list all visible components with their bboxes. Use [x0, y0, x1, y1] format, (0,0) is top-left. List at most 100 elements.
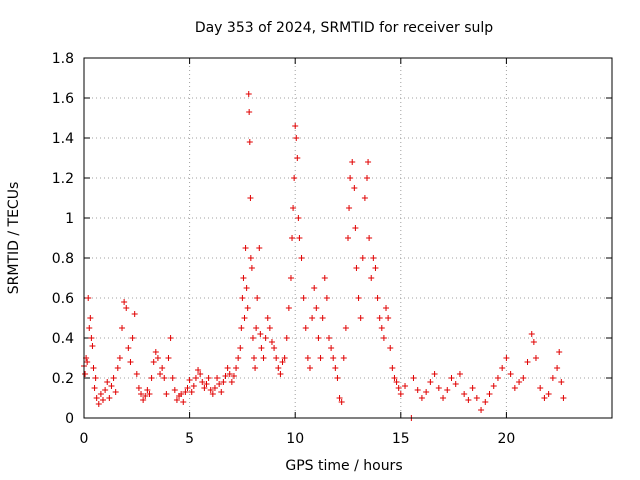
data-point	[84, 359, 91, 365]
data-point	[211, 385, 218, 391]
data-point	[359, 255, 366, 261]
y-tick-label: 0.4	[52, 331, 74, 347]
data-point	[266, 325, 273, 331]
y-tick-label: 1.4	[52, 131, 74, 147]
data-point	[494, 375, 501, 381]
x-tick-labels: 0 5 10 15 20	[80, 431, 516, 447]
y-tick-label: 0.2	[52, 371, 74, 387]
data-point	[391, 375, 398, 381]
data-point	[238, 325, 245, 331]
data-point	[302, 325, 309, 331]
data-point	[332, 365, 339, 371]
data-point	[275, 365, 282, 371]
data-point	[558, 379, 565, 385]
data-point	[395, 385, 402, 391]
data-point	[258, 345, 265, 351]
data-point	[346, 205, 353, 211]
data-point	[309, 315, 316, 321]
y-tick-label: 1	[65, 211, 74, 227]
data-point	[239, 295, 246, 301]
data-point	[167, 335, 174, 341]
data-point	[285, 305, 292, 311]
data-point	[152, 349, 159, 355]
data-point	[289, 235, 296, 241]
data-point	[241, 315, 248, 321]
data-point	[252, 365, 259, 371]
data-point	[528, 331, 535, 337]
data-point	[279, 359, 286, 365]
data-point	[397, 391, 404, 397]
data-point	[340, 355, 347, 361]
data-point	[478, 407, 485, 413]
data-point	[342, 325, 349, 331]
data-point	[254, 295, 261, 301]
data-point	[351, 185, 358, 191]
y-tick-label: 1.2	[52, 171, 74, 187]
data-point	[150, 359, 157, 365]
data-point	[85, 295, 92, 301]
data-point	[216, 381, 223, 387]
data-point	[345, 235, 351, 241]
data-point	[173, 397, 180, 403]
data-point	[364, 175, 371, 181]
data-point	[203, 381, 210, 387]
data-point	[389, 365, 396, 371]
data-point	[507, 371, 514, 377]
data-point	[140, 397, 147, 403]
data-point	[92, 375, 99, 381]
data-point	[178, 391, 185, 397]
data-point	[251, 355, 258, 361]
data-point	[97, 391, 104, 397]
data-point	[82, 371, 89, 377]
data-point	[114, 365, 121, 371]
data-point	[242, 245, 249, 251]
data-point	[524, 359, 531, 365]
data-point	[112, 389, 119, 395]
data-point	[154, 355, 161, 361]
data-point	[554, 365, 561, 371]
data-point	[135, 385, 142, 391]
data-point	[537, 385, 544, 391]
data-point	[207, 387, 214, 393]
data-point	[165, 355, 172, 361]
data-point	[110, 375, 117, 381]
data-point	[465, 397, 472, 403]
data-point	[296, 235, 303, 241]
data-point	[499, 365, 506, 371]
data-point	[290, 205, 297, 211]
data-point	[233, 365, 240, 371]
data-point	[121, 299, 128, 305]
data-point	[125, 345, 132, 351]
data-point	[235, 355, 242, 361]
x-tick-label: 5	[185, 431, 194, 447]
data-point	[214, 375, 221, 381]
data-point	[268, 339, 275, 345]
data-point	[249, 335, 256, 341]
data-point	[366, 235, 373, 241]
data-point	[205, 375, 212, 381]
x-tick-label: 10	[286, 431, 304, 447]
data-point	[349, 159, 356, 165]
data-point	[353, 265, 360, 271]
data-point	[133, 371, 140, 377]
chart-title: Day 353 of 2024, SRMTID for receiver sul…	[195, 20, 493, 36]
data-point	[104, 379, 111, 385]
data-point	[243, 285, 250, 291]
y-tick-labels: 0 0.2 0.4 0.6 0.8 1 1.2 1.4 1.6 1.8	[52, 51, 74, 427]
data-point	[503, 355, 510, 361]
data-point	[90, 365, 97, 371]
data-point	[222, 373, 229, 379]
plot-frame	[83, 57, 613, 419]
data-point	[304, 355, 311, 361]
data-point	[368, 275, 375, 281]
data-point	[186, 377, 193, 383]
data-point	[184, 385, 191, 391]
data-point	[365, 159, 372, 165]
data-point	[486, 391, 493, 397]
data-point	[338, 399, 345, 405]
data-point	[402, 383, 409, 389]
data-point	[295, 215, 302, 221]
data-point	[277, 371, 284, 377]
data-point	[100, 397, 107, 403]
data-point	[545, 391, 552, 397]
